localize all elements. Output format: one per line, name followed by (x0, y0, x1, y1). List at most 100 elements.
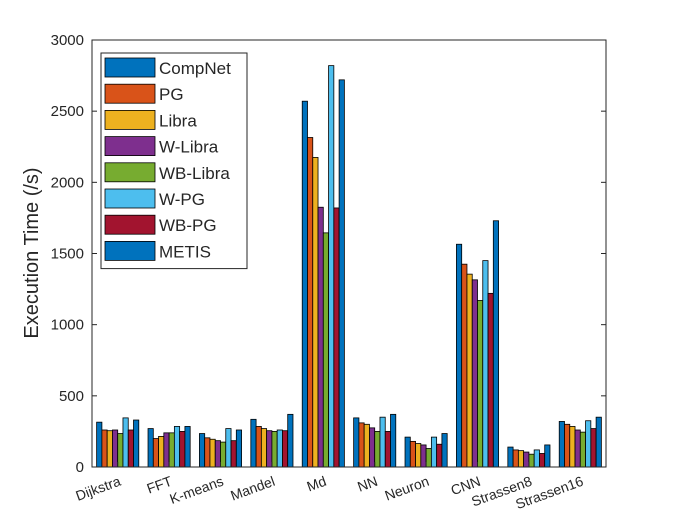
legend-swatch-compnet (104, 57, 156, 78)
y-axis-label: Execution Time (/s) (21, 167, 43, 338)
legend-swatch-libra (104, 110, 156, 130)
bar-pg-k-means (204, 437, 211, 468)
bar-wb-libra-neuron (425, 448, 432, 468)
bar-wb-libra-md (322, 232, 329, 468)
y-tick-label: 0 (76, 459, 84, 476)
bar-wb-libra-k-means (220, 441, 227, 468)
bar-w-libra-fft (163, 432, 170, 468)
bar-wb-pg-strassen8 (539, 453, 546, 468)
bar-libra-fft (158, 435, 165, 468)
bar-compnet-k-means (199, 433, 206, 468)
bar-pg-strassen8 (512, 449, 519, 468)
legend-label-libra: Libra (159, 111, 197, 130)
bar-pg-nn (358, 422, 365, 468)
bar-w-pg-md (328, 65, 335, 468)
bar-metis-strassen16 (595, 416, 602, 468)
bar-w-libra-strassen16 (574, 429, 581, 468)
bar-wb-pg-cnn (487, 292, 494, 468)
legend-label-w-libra: W-Libra (159, 138, 219, 157)
bar-compnet-mandel (250, 418, 257, 468)
bar-libra-cnn (466, 273, 473, 468)
bar-wb-pg-md (333, 207, 340, 468)
legend-label-metis: METIS (159, 242, 211, 261)
bar-wb-pg-strassen16 (590, 428, 597, 468)
bar-libra-strassen8 (517, 450, 525, 468)
bar-w-libra-strassen8 (523, 451, 530, 468)
bar-pg-cnn (461, 263, 468, 468)
bar-wb-pg-nn (384, 431, 391, 468)
y-tick-label: 1500 (51, 246, 84, 263)
bar-w-libra-mandel (266, 430, 273, 468)
bar-metis-md (338, 79, 345, 468)
legend-swatch-w-libra (104, 136, 156, 157)
bar-pg-md (307, 137, 314, 468)
bar-compnet-strassen16 (558, 421, 565, 468)
bar-libra-mandel (260, 428, 268, 468)
y-tick-label: 500 (59, 388, 84, 405)
bar-wb-pg-mandel (282, 430, 289, 468)
bar-wb-libra-dijkstra (117, 433, 124, 468)
legend-swatch-wb-pg (104, 214, 156, 235)
bar-pg-dijkstra (101, 429, 108, 468)
bar-compnet-cnn (456, 243, 463, 468)
legend-swatch-w-pg (104, 188, 156, 209)
legend-label-wb-libra: WB-Libra (159, 164, 230, 183)
bar-libra-nn (363, 423, 370, 468)
bar-w-pg-mandel (276, 429, 283, 468)
bar-libra-k-means (209, 438, 216, 468)
bar-wb-libra-nn (374, 431, 381, 468)
bar-w-pg-strassen8 (533, 449, 540, 468)
bar-metis-dijkstra (133, 419, 140, 468)
legend-label-compnet: CompNet (159, 59, 231, 78)
bar-wb-pg-dijkstra (127, 429, 134, 468)
x-tick-label: Dijkstra (73, 473, 123, 504)
bar-compnet-md (301, 100, 308, 468)
bar-metis-mandel (287, 413, 294, 468)
bar-wb-libra-cnn (477, 300, 484, 468)
bar-w-pg-nn (379, 416, 386, 468)
bar-compnet-strassen8 (507, 446, 514, 468)
x-tick-label: Md (305, 473, 329, 495)
bar-libra-neuron (415, 443, 422, 468)
bar-w-pg-cnn (482, 260, 489, 468)
x-tick-label: Mandel (228, 473, 277, 504)
bar-pg-neuron (409, 440, 416, 468)
legend-swatch-metis (104, 240, 156, 261)
bar-compnet-nn (353, 417, 360, 468)
legend-label-wb-pg: WB-PG (159, 216, 217, 235)
bar-pg-strassen16 (564, 423, 571, 468)
x-tick-label: Neuron (383, 473, 432, 504)
bar-w-libra-nn (369, 427, 376, 468)
y-tick-label: 1000 (51, 317, 84, 334)
bar-w-pg-strassen16 (585, 420, 592, 468)
legend-label-w-pg: W-PG (159, 190, 205, 209)
bar-w-pg-dijkstra (122, 417, 129, 468)
bar-pg-fft (152, 438, 159, 468)
legend-swatch-pg (104, 83, 156, 104)
legend: CompNet PG Libra W-Libra WB-Libra W-PG WB-PG ME… (100, 52, 248, 270)
bar-wb-libra-fft (168, 432, 175, 468)
bar-libra-dijkstra (106, 430, 113, 468)
bar-metis-fft (184, 426, 191, 468)
bar-metis-nn (390, 413, 397, 468)
bar-libra-md (312, 157, 319, 468)
bar-w-libra-md (317, 206, 324, 468)
bar-pg-mandel (255, 426, 262, 468)
bar-wb-libra-mandel (271, 431, 278, 468)
bar-w-libra-neuron (420, 444, 427, 468)
bar-metis-k-means (235, 429, 242, 468)
bar-wb-pg-neuron (436, 443, 443, 468)
y-tick-label: 2500 (51, 103, 84, 120)
bar-w-pg-fft (173, 426, 181, 468)
y-tick-label: 2000 (51, 174, 84, 191)
y-tick-label: 3000 (51, 32, 84, 49)
x-tick-label: NN (355, 473, 379, 495)
bar-w-libra-dijkstra (112, 429, 119, 468)
bar-compnet-neuron (404, 436, 411, 468)
x-tick-label: K-means (167, 473, 225, 507)
bar-w-libra-k-means (214, 440, 221, 468)
bar-metis-neuron (441, 433, 448, 468)
bar-w-libra-cnn (471, 279, 478, 468)
bar-metis-cnn (492, 220, 499, 468)
